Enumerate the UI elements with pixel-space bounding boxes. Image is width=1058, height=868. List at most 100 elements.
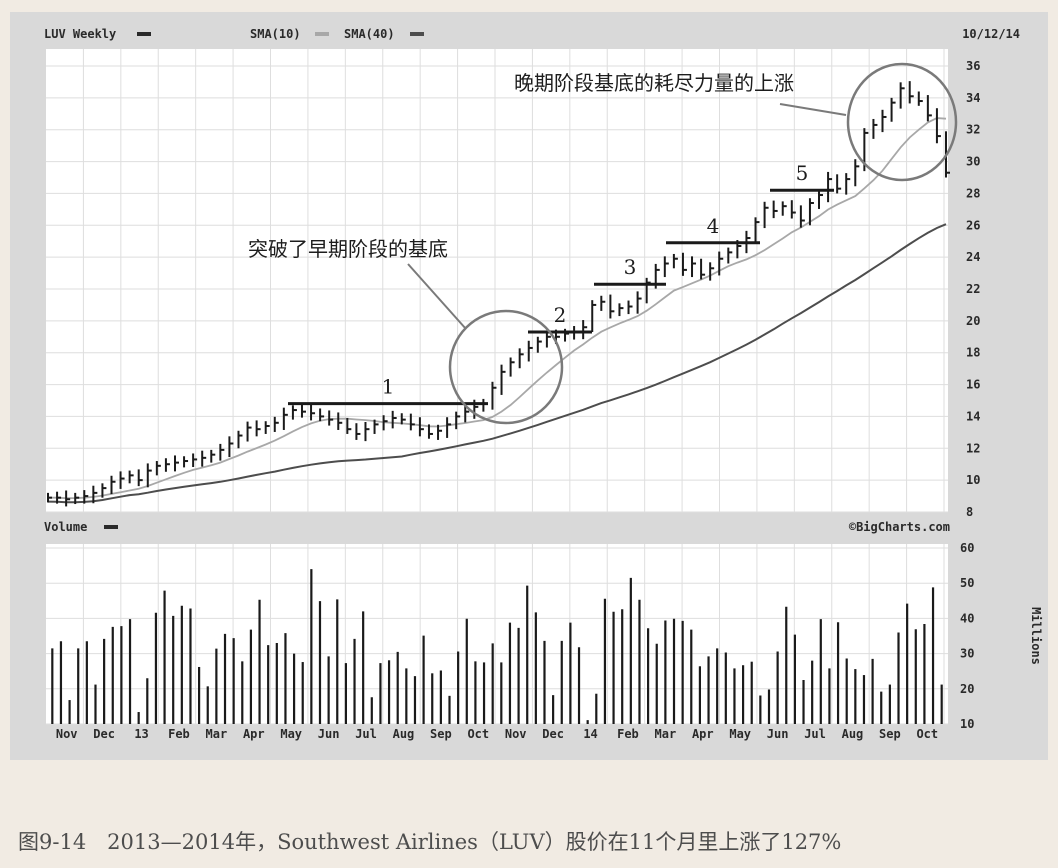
price-bar <box>518 348 524 369</box>
price-bar <box>228 436 234 458</box>
breakout-circle <box>448 309 564 425</box>
price-bar <box>173 455 179 472</box>
sma-long-legend-swatch <box>410 32 424 36</box>
price-bar <box>47 492 52 503</box>
volume-label: Volume <box>44 520 87 534</box>
price-bar <box>328 410 334 426</box>
price-bar <box>382 415 388 431</box>
price-bar <box>727 247 733 264</box>
price-tick-label: 30 <box>966 155 980 169</box>
price-bar <box>310 404 316 421</box>
date-x-axis: Nov Dec 13 Feb Mar Apr May Jun Jul Aug Sep Oct Nov De… <box>56 727 938 741</box>
month-tick-label: Nov <box>505 727 527 741</box>
price-bar <box>246 421 252 442</box>
volume-panel <box>46 544 948 724</box>
price-tick-label: 14 <box>966 409 980 423</box>
price-bar <box>763 201 769 229</box>
price-bar <box>373 419 379 434</box>
price-tick-label: 34 <box>966 91 980 105</box>
volume-tick-label: 10 <box>960 717 974 731</box>
price-bar <box>645 277 651 304</box>
price-bar <box>101 483 107 498</box>
month-tick-label: Apr <box>243 727 265 741</box>
price-bar <box>636 291 642 314</box>
price-bar <box>491 381 497 410</box>
base-number-3: 3 <box>624 255 637 279</box>
price-bar <box>155 461 161 476</box>
price-panel <box>46 49 948 512</box>
price-bar <box>409 413 415 431</box>
price-bar <box>781 201 787 216</box>
month-tick-label: Oct <box>467 727 489 741</box>
price-bar <box>663 256 669 278</box>
month-tick-label: 14 <box>583 727 597 741</box>
price-bar <box>899 82 905 109</box>
price-bar <box>119 471 125 489</box>
price-bar <box>935 108 941 144</box>
price-bar <box>845 173 851 195</box>
price-bar <box>164 458 170 472</box>
volume-tick-label: 30 <box>960 647 974 661</box>
price-bar <box>300 404 306 418</box>
price-bar <box>319 408 325 422</box>
price-bar <box>582 320 588 340</box>
price-bar <box>672 253 678 269</box>
price-grid <box>46 49 948 513</box>
price-bar <box>237 430 243 449</box>
price-bar <box>418 417 424 437</box>
price-bars <box>47 81 950 507</box>
price-bar <box>146 463 152 488</box>
price-bar <box>718 251 724 276</box>
price-bar <box>210 449 216 463</box>
price-bar <box>255 420 261 437</box>
late-stage-annotation: 晚期阶段基底的耗尽力量的上涨 <box>514 71 794 95</box>
price-bar <box>355 423 361 440</box>
price-bar <box>65 490 71 507</box>
price-bar <box>455 411 461 430</box>
chart-frame: LUV Weekly SMA(10) SMA(40) 10/12/14 Volu… <box>10 12 1048 760</box>
volume-tick-label: 40 <box>960 611 974 625</box>
price-bar <box>509 357 515 377</box>
price-tick-label: 18 <box>966 346 980 360</box>
price-bar <box>346 418 352 434</box>
month-tick-label: Jun <box>318 727 340 741</box>
price-bar <box>264 421 270 434</box>
month-tick-label: Nov <box>56 727 78 741</box>
price-tick-label: 36 <box>966 59 980 73</box>
price-bar <box>56 491 62 504</box>
base-number-5: 5 <box>796 161 809 185</box>
price-bar <box>83 490 89 504</box>
late-stage-pointer <box>779 103 847 116</box>
price-bar <box>192 453 198 468</box>
price-bar <box>527 340 533 362</box>
base-number-2: 2 <box>554 303 567 327</box>
price-bar <box>872 118 878 139</box>
price-bar <box>536 336 542 353</box>
price-tick-label: 24 <box>966 250 980 264</box>
month-tick-label: Apr <box>692 727 714 741</box>
price-tick-label: 8 <box>966 505 973 519</box>
luv-weekly-chart: LUV Weekly SMA(10) SMA(40) 10/12/14 Volu… <box>44 27 1043 741</box>
sma-40-line <box>47 223 947 504</box>
price-bar <box>364 422 370 442</box>
price-bar <box>137 469 143 487</box>
sma-short-label: SMA(10) <box>250 27 301 41</box>
month-tick-label: Jul <box>355 727 377 741</box>
price-bar <box>890 97 896 122</box>
price-bar <box>464 405 470 423</box>
price-bar <box>391 410 397 429</box>
price-bar <box>74 492 80 505</box>
price-bar <box>790 200 796 219</box>
price-bar <box>219 443 225 461</box>
price-bar <box>754 217 760 243</box>
price-bar <box>917 91 923 106</box>
month-tick-label: Mar <box>206 727 228 741</box>
price-bar <box>854 159 860 187</box>
price-bar <box>183 456 189 468</box>
price-bar <box>291 405 297 420</box>
price-tick-label: 12 <box>966 441 980 455</box>
price-bar <box>709 262 715 281</box>
price-y-axis: 8 10 12 14 16 18 20 22 24 26 28 30 32 34 36 <box>966 59 980 519</box>
price-bar <box>691 256 697 278</box>
base-number-4: 4 <box>707 214 720 238</box>
